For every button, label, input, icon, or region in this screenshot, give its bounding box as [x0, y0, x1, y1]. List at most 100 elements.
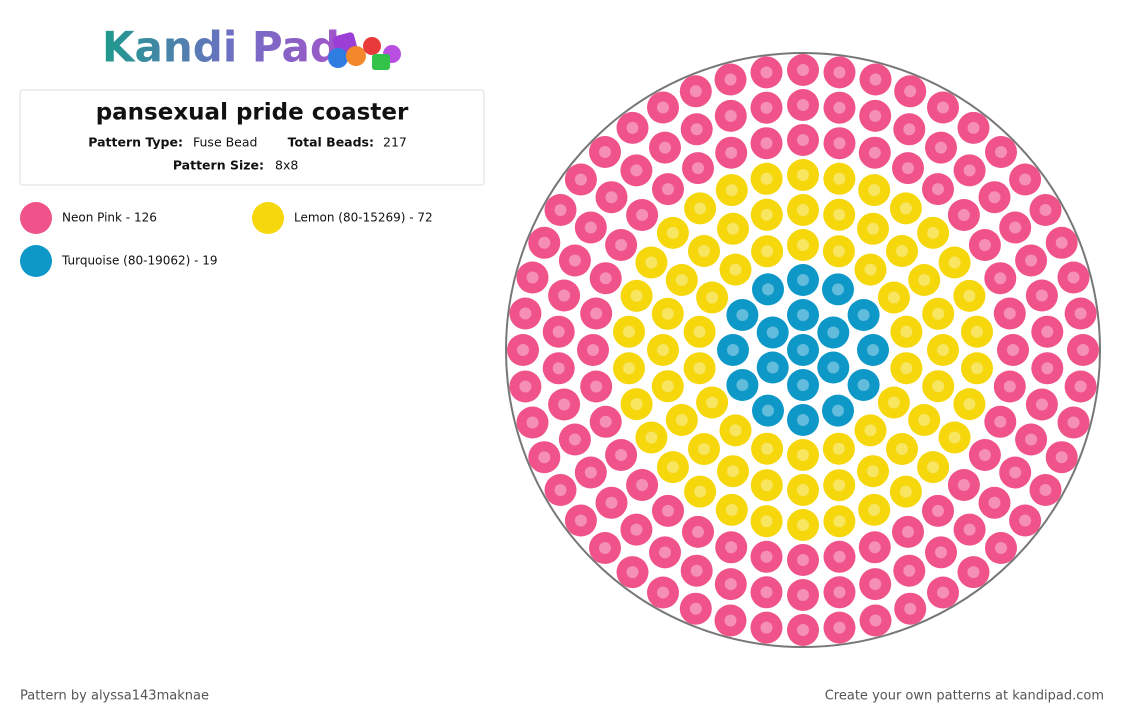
- bead-hole: [630, 523, 643, 536]
- bead-hole: [736, 379, 749, 391]
- bead-hole: [896, 245, 908, 257]
- bead: [787, 439, 819, 471]
- bead-hole: [1019, 173, 1032, 186]
- bead-hole: [1025, 433, 1038, 446]
- bead: [947, 469, 980, 501]
- info-box: [19, 89, 485, 186]
- bead: [1067, 334, 1099, 366]
- bead: [616, 111, 649, 144]
- bead: [682, 515, 714, 548]
- bead-hole: [689, 602, 702, 615]
- bead: [978, 181, 1011, 214]
- bead-hole: [948, 431, 961, 444]
- bead-hole: [918, 414, 931, 426]
- bead-hole: [833, 550, 846, 563]
- bead-hole: [657, 344, 669, 356]
- bead: [889, 475, 922, 508]
- bead: [894, 75, 927, 108]
- bead-hole: [698, 245, 710, 257]
- bead: [652, 173, 684, 206]
- bead-hole: [762, 404, 774, 417]
- bead: [927, 91, 959, 124]
- bead: [684, 192, 717, 225]
- bead: [1057, 261, 1090, 294]
- bead: [822, 273, 854, 306]
- footer-link[interactable]: Create your own patterns at kandipad.com: [825, 689, 1104, 704]
- bead-hole: [935, 546, 947, 559]
- bead-hole: [899, 202, 912, 215]
- bead: [889, 192, 922, 225]
- bead-hole: [797, 589, 809, 601]
- bead: [1064, 297, 1097, 330]
- bead-hole: [623, 325, 635, 338]
- bead-hole: [833, 208, 846, 221]
- bead: [717, 334, 749, 366]
- bead-hole: [558, 289, 571, 302]
- bead: [922, 494, 954, 527]
- bead-hole: [963, 289, 976, 302]
- bead: [580, 297, 613, 330]
- bead: [1031, 352, 1064, 385]
- bead-hole: [724, 578, 737, 591]
- bead: [999, 456, 1032, 489]
- bead-hole: [995, 542, 1007, 554]
- bead-hole: [623, 362, 635, 375]
- bead-hole: [797, 204, 809, 216]
- bead-hole: [797, 134, 809, 146]
- field-label: Pattern Size:: [173, 158, 264, 173]
- legend: Neon Pink - 126 Lemon (80-15269) - 72 Turq…: [20, 202, 433, 277]
- bead: [726, 369, 759, 401]
- bead-hole: [725, 146, 738, 159]
- bead: [787, 264, 819, 296]
- bead-hole: [661, 380, 674, 393]
- bead: [719, 253, 752, 286]
- bead: [886, 433, 918, 465]
- bead-hole: [1035, 289, 1048, 302]
- bead: [1015, 244, 1048, 277]
- bead: [580, 370, 613, 403]
- bead-hole: [554, 204, 567, 216]
- bead: [787, 614, 819, 646]
- bead-hole: [626, 566, 639, 579]
- bead-hole: [867, 344, 879, 356]
- bead: [726, 299, 759, 331]
- bead: [656, 216, 689, 249]
- bead-hole: [900, 362, 913, 375]
- bead-hole: [937, 586, 949, 599]
- bead: [858, 531, 891, 564]
- bead: [847, 299, 880, 331]
- bead: [823, 505, 856, 538]
- bead: [1031, 315, 1064, 348]
- bead: [957, 556, 990, 589]
- bead-hole: [887, 291, 900, 304]
- bead: [752, 273, 784, 306]
- bead: [714, 604, 747, 637]
- bead: [822, 394, 854, 427]
- bead: [548, 279, 581, 312]
- legend-label: Turquoise (80-19062) - 19: [61, 254, 218, 268]
- bead: [877, 281, 910, 314]
- bead: [665, 404, 698, 436]
- logo[interactable]: Kandi Pad: [102, 23, 340, 72]
- bead-hole: [645, 431, 658, 444]
- bead-hole: [760, 172, 773, 185]
- bead-hole: [1009, 466, 1022, 479]
- bead-hole: [662, 183, 674, 196]
- bead-hole: [760, 621, 773, 634]
- bead: [620, 388, 653, 421]
- bead: [787, 159, 819, 191]
- bead-hole: [761, 245, 774, 258]
- bead: [823, 469, 856, 502]
- bead: [1009, 163, 1042, 196]
- bead-hole: [948, 256, 961, 269]
- bead: [968, 229, 1001, 261]
- bead: [714, 568, 747, 601]
- bead: [927, 576, 959, 609]
- bead: [922, 370, 955, 403]
- bead: [953, 279, 986, 312]
- bead-hole: [797, 449, 809, 461]
- bead-hole: [630, 289, 643, 302]
- bead-hole: [967, 121, 980, 134]
- bead-hole: [729, 263, 742, 276]
- bead: [717, 455, 749, 488]
